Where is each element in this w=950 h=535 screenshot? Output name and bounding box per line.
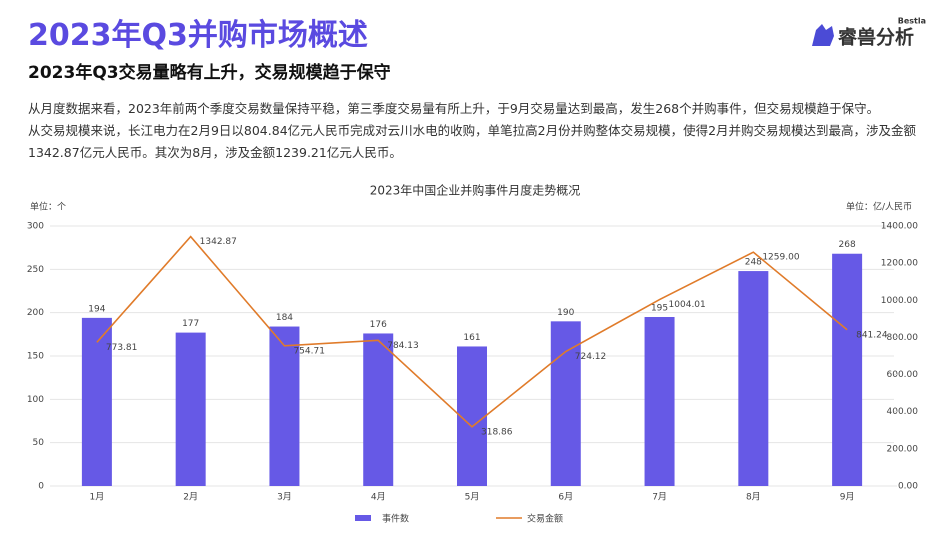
bar xyxy=(644,317,675,486)
bar-value-label: 177 xyxy=(182,319,199,329)
line-value-label: 784.13 xyxy=(387,341,419,351)
logo: 睿兽分析 Bestla xyxy=(808,16,928,56)
x-tick-label: 3月 xyxy=(277,492,292,503)
x-tick-label: 8月 xyxy=(746,492,761,503)
page-title: 2023年Q3并购市场概述 xyxy=(28,18,368,53)
paragraph: 从交易规模来说，长江电力在2月9日以804.84亿元人民币完成对云川水电的收购，… xyxy=(28,123,917,160)
line-value-label: 1004.01 xyxy=(669,300,706,310)
line-value-label: 1259.00 xyxy=(762,253,799,263)
chart: 2023年中国企业并购事件月度走势概况 单位：个 单位：亿/人民币 0 50 100… xyxy=(27,183,919,525)
text-block: 从月度数据来看，2023年前两个季度交易数量保持平稳，第三季度交易量有所上升，于… xyxy=(28,98,928,164)
logo-art: 睿兽分析 Bestla xyxy=(812,17,926,49)
bar-value-label: 161 xyxy=(463,333,480,343)
y-tick-label: 50 xyxy=(33,438,45,448)
line-value-label: 754.71 xyxy=(293,346,325,356)
y-tick-label: 250 xyxy=(27,265,44,275)
line-value-label: 773.81 xyxy=(106,343,138,353)
line-value-label: 1342.87 xyxy=(200,237,237,247)
y2-tick-label: 1400.00 xyxy=(881,222,918,232)
bar-value-label: 195 xyxy=(651,304,668,314)
bar-value-label: 184 xyxy=(276,313,293,323)
bar xyxy=(550,321,581,486)
bar xyxy=(738,271,769,486)
y2-tick-label: 800.00 xyxy=(887,333,919,343)
x-tick-label: 2月 xyxy=(183,492,198,503)
y2-tick-label: 1200.00 xyxy=(881,259,918,269)
y-tick-label: 300 xyxy=(27,222,44,232)
logo-brand: Bestla xyxy=(898,17,926,26)
bar-value-label: 194 xyxy=(88,304,105,314)
y2-tick-label: 400.00 xyxy=(887,407,919,417)
y2-tick-label: 0.00 xyxy=(898,482,918,492)
chart-title: 2023年中国企业并购事件月度走势概况 xyxy=(370,183,581,198)
legend-swatch xyxy=(355,515,371,521)
bar xyxy=(832,253,863,486)
line xyxy=(96,235,848,428)
paragraph: 从月度数据来看，2023年前两个季度交易数量保持平稳，第三季度交易量有所上升，于… xyxy=(28,101,880,116)
y-tick-label: 0 xyxy=(38,482,44,492)
bar-value-label: 268 xyxy=(839,240,856,250)
bar xyxy=(457,346,487,486)
y2-axis-unit: 单位：亿/人民币 xyxy=(846,201,912,213)
y-tick-label: 100 xyxy=(27,395,44,405)
bar-value-label: 176 xyxy=(370,320,387,330)
x-tick-label: 1月 xyxy=(90,492,105,503)
y2-tick-label: 600.00 xyxy=(887,370,919,380)
bar-value-label: 248 xyxy=(745,258,762,268)
x-tick-label: 6月 xyxy=(558,492,573,503)
line-value-label: 841.24 xyxy=(856,330,888,340)
legend-label: 事件数 xyxy=(382,513,409,525)
y-axis-unit: 单位：个 xyxy=(30,201,66,213)
line-value-label: 724.12 xyxy=(575,352,607,362)
bar xyxy=(363,333,394,486)
y-tick-label: 200 xyxy=(27,308,44,318)
y2-tick-label: 1000.00 xyxy=(881,296,918,306)
x-tick-label: 4月 xyxy=(371,492,386,503)
line-value-label: 318.86 xyxy=(481,427,513,437)
logo-name: 睿兽分析 xyxy=(838,26,914,49)
legend-label: 交易金额 xyxy=(527,513,563,525)
bar xyxy=(175,332,206,486)
bar xyxy=(81,317,112,486)
bar xyxy=(269,326,300,486)
y2-tick-label: 200.00 xyxy=(887,444,919,454)
y-tick-label: 150 xyxy=(27,352,44,362)
x-tick-label: 5月 xyxy=(465,492,480,503)
bar-value-label: 190 xyxy=(557,308,574,318)
page-subtitle: 2023年Q3交易量略有上升，交易规模趋于保守 xyxy=(28,63,391,83)
x-tick-label: 9月 xyxy=(840,492,855,503)
x-tick-label: 7月 xyxy=(652,492,667,503)
logo-icon xyxy=(812,24,834,46)
